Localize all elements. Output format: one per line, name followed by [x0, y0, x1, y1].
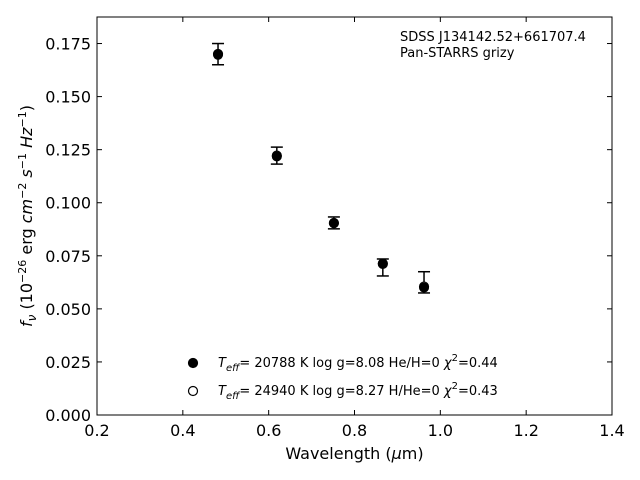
x-tick-label: 1.4 — [599, 421, 624, 440]
y-tick-label: 0.050 — [45, 300, 91, 319]
x-tick-label: 1.2 — [513, 421, 538, 440]
filled-circle-point — [213, 49, 224, 60]
annotation-survey-name: Pan-STARRS grizy — [400, 46, 515, 61]
legend-filled-marker — [187, 357, 199, 369]
legend-open-marker — [187, 385, 199, 397]
x-tick-label: 0.4 — [170, 421, 195, 440]
x-tick-label: 0.2 — [84, 421, 109, 440]
x-tick-label: 1.0 — [428, 421, 453, 440]
x-axis-label: Wavelength (μm) — [285, 444, 423, 463]
plot-axes: 0.2 0.4 0.6 0.8 1.0 1.2 1.4 0.000 0.025 0.050 0.07… — [16, 16, 625, 463]
filled-circle-point — [328, 217, 339, 228]
y-tick-label: 0.025 — [45, 353, 91, 372]
legend-entry-label: Teff= 20788 K log g=8.08 He/H=0 χ2=0.44 — [218, 353, 498, 374]
y-tick-label: 0.150 — [45, 88, 91, 107]
x-tick-label: 0.6 — [256, 421, 281, 440]
y-tick-label: 0.125 — [45, 141, 91, 160]
y-tick-label: 0.175 — [45, 35, 91, 54]
y-axis-label: fν (10−26 erg cm−2 s−1 Hz−1) — [16, 105, 39, 327]
filled-circle-point — [419, 282, 430, 293]
y-tick-label: 0.000 — [45, 406, 91, 425]
legend-entry-label: Teff= 24940 K log g=8.27 H/He=0 χ2=0.43 — [218, 381, 498, 402]
annotation-object-name: SDSS J134142.52+661707.4 — [400, 30, 586, 45]
legend: Teff= 20788 K log g=8.08 He/H=0 χ2=0.44 T… — [187, 353, 498, 402]
y-tick-label: 0.075 — [45, 247, 91, 266]
data-markers — [212, 42, 431, 294]
filled-circle-point — [377, 258, 388, 269]
filled-circle-point — [271, 151, 282, 162]
y-tick-label: 0.100 — [45, 194, 91, 213]
x-tick-label: 0.8 — [342, 421, 367, 440]
